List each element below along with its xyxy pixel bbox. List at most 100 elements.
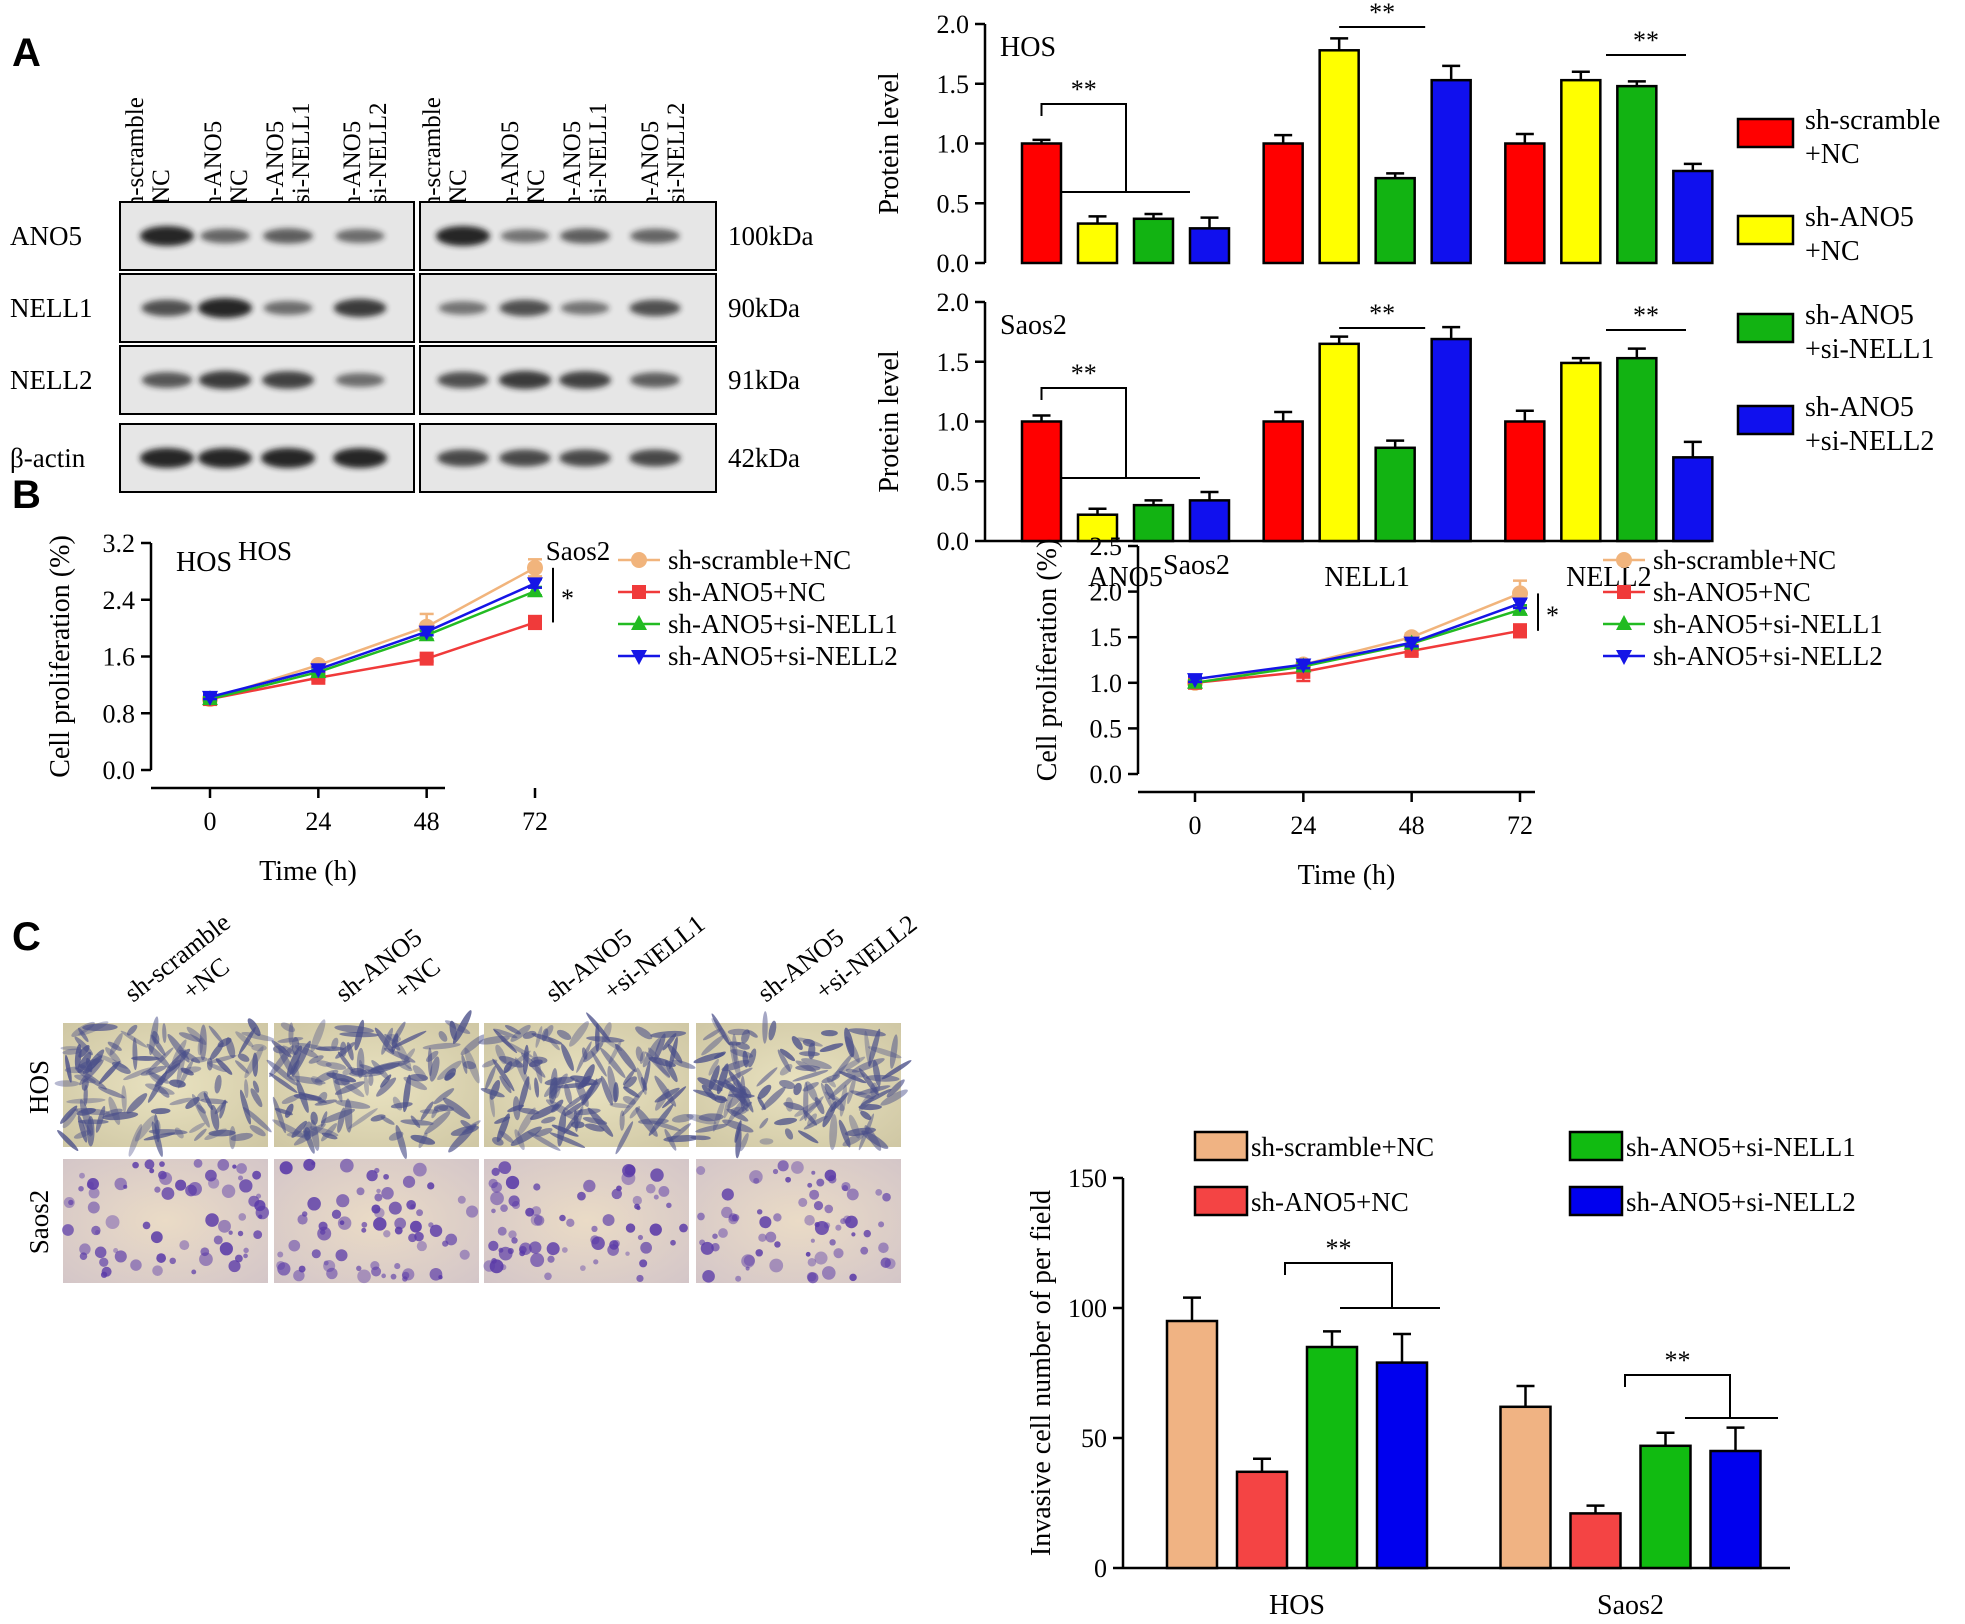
stained-cell <box>112 1061 131 1074</box>
legend-swatch <box>1736 214 1795 246</box>
stained-cell <box>238 1213 247 1221</box>
stained-cell <box>591 1225 598 1232</box>
blot-band <box>499 299 551 317</box>
stained-cell <box>258 1214 263 1219</box>
stained-cell <box>208 1063 227 1073</box>
stained-cell <box>696 1166 706 1175</box>
blot-kda-label: 100kDa <box>728 221 813 251</box>
blot-band <box>140 448 194 468</box>
stained-cell <box>658 1186 670 1197</box>
y-tick-label: 0.5 <box>937 189 970 218</box>
stained-cell <box>239 1179 253 1193</box>
stained-cell <box>842 1185 849 1192</box>
stained-cell <box>809 1189 820 1200</box>
stained-cell <box>728 1214 739 1225</box>
blot-band <box>436 226 490 246</box>
stained-cell <box>503 1061 513 1074</box>
stained-cell <box>206 1057 213 1071</box>
stained-cell <box>318 1221 328 1231</box>
stained-cell <box>614 1043 637 1073</box>
stained-cell <box>420 1101 434 1121</box>
stained-cell <box>459 1249 470 1260</box>
blot-lane-label: +si-NELL1 <box>585 103 612 218</box>
y-tick-label: 0.8 <box>103 699 136 728</box>
blot-protein-label: ANO5 <box>10 221 82 251</box>
legend-label: sh-ANO5+NC <box>1653 577 1811 607</box>
stained-cell <box>549 1077 558 1104</box>
stained-cell <box>616 1185 622 1192</box>
stained-cell <box>113 1248 119 1254</box>
stained-cell <box>820 1029 838 1037</box>
stained-cell <box>180 1067 194 1076</box>
stained-cell <box>366 1062 400 1075</box>
stained-cell <box>508 1195 520 1207</box>
stained-cell <box>844 1027 855 1058</box>
stained-cell <box>460 1034 486 1056</box>
stained-cell <box>150 1231 163 1244</box>
data-point-marker <box>631 552 647 568</box>
stained-cell <box>79 1243 91 1255</box>
data-point-marker <box>1512 597 1528 613</box>
stained-cell <box>217 1158 230 1171</box>
stained-cell <box>716 1063 729 1095</box>
stained-cell <box>864 1030 871 1068</box>
stained-cell <box>600 1047 626 1079</box>
stained-cell <box>742 1050 749 1068</box>
stained-cell <box>557 1110 567 1147</box>
y-axis-label: Protein level <box>874 350 905 493</box>
series-line <box>209 621 536 701</box>
stained-cell <box>237 1053 250 1062</box>
stained-cell <box>461 1054 468 1074</box>
x-axis-label: Time (h) <box>1298 860 1396 891</box>
stained-cell <box>99 1257 109 1267</box>
stained-cell <box>511 1237 518 1244</box>
stained-cell <box>162 1023 167 1043</box>
stained-cell <box>564 1083 572 1105</box>
data-point-marker <box>202 690 218 706</box>
stained-cell <box>693 1052 726 1064</box>
stained-cell <box>437 1060 462 1080</box>
bar <box>1132 503 1175 543</box>
stained-cell <box>390 1102 413 1109</box>
stained-cell <box>500 1039 534 1058</box>
stained-cell <box>337 1051 354 1073</box>
bar <box>1430 78 1472 265</box>
y-tick-label: 150 <box>1068 1164 1107 1193</box>
stained-cell <box>872 1059 881 1087</box>
legend-label: sh-ANO5+si-NELL1 <box>1626 1132 1856 1162</box>
stained-cell <box>381 1273 386 1279</box>
stained-cell <box>519 1250 526 1257</box>
stained-cell <box>337 1107 346 1133</box>
stained-cell <box>625 1223 636 1233</box>
legend-swatch <box>1568 1130 1624 1162</box>
stained-cell <box>701 1084 717 1101</box>
stained-cell <box>442 1097 471 1120</box>
stained-cell <box>721 1188 734 1201</box>
stained-cell <box>311 1161 316 1166</box>
stained-cell <box>497 1226 507 1236</box>
stained-cell <box>272 1096 286 1134</box>
stained-cell <box>491 1208 496 1214</box>
transwell-row-label: HOS <box>24 1060 54 1114</box>
stained-cell <box>452 1010 472 1044</box>
y-axis-label: Cell proliferation (%) <box>1032 539 1063 782</box>
stained-cell <box>702 1028 722 1041</box>
stained-cell <box>315 1046 345 1052</box>
stained-cell <box>239 1089 251 1125</box>
stained-cell <box>640 1076 648 1091</box>
series-line <box>1194 608 1521 685</box>
stained-cell <box>824 1204 834 1214</box>
stained-cell <box>60 1105 78 1124</box>
stained-cell <box>433 1088 455 1105</box>
stained-cell <box>87 1201 100 1214</box>
stained-cell <box>191 1093 210 1128</box>
stained-cell <box>808 1042 816 1060</box>
stained-cell <box>416 1240 427 1252</box>
stained-cell <box>493 1029 518 1054</box>
stained-cell <box>860 1246 869 1255</box>
significance-stars: ** <box>1326 1234 1352 1263</box>
stained-cell <box>339 1158 354 1173</box>
y-tick-label: 0.0 <box>103 756 136 785</box>
stained-cell <box>726 1108 749 1122</box>
y-tick-label: 1.6 <box>103 643 136 672</box>
